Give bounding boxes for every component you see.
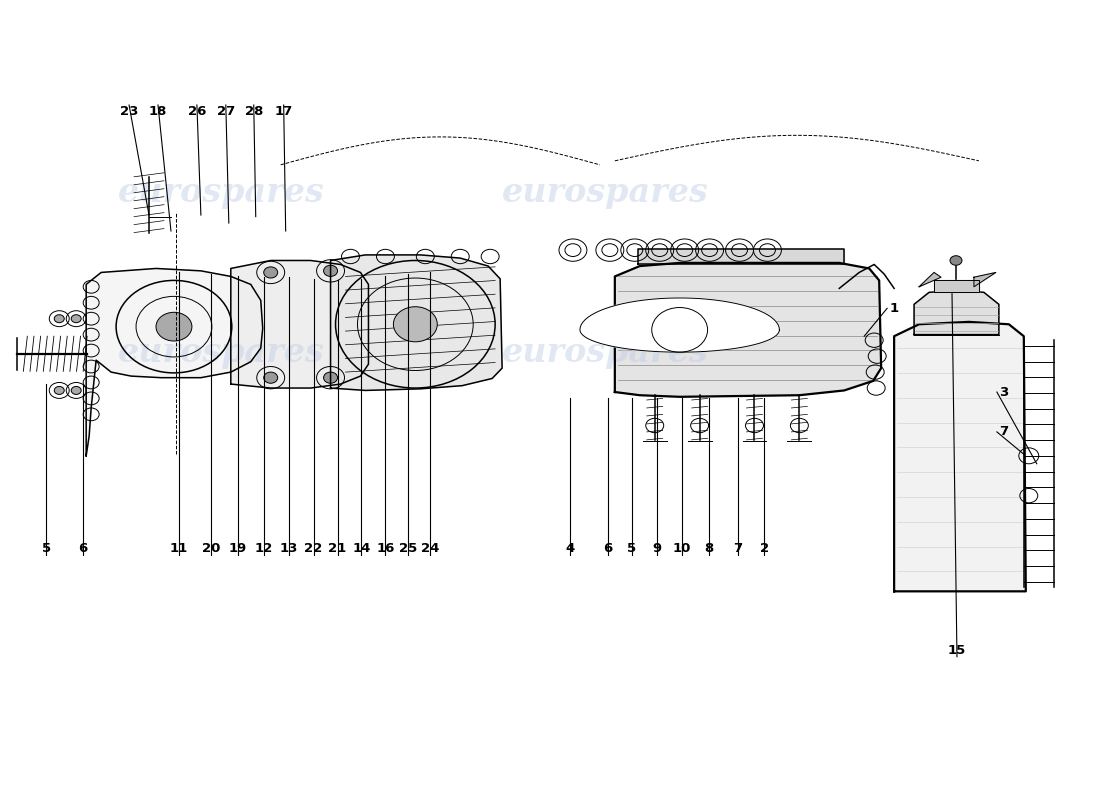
Text: eurospares: eurospares — [502, 336, 708, 369]
Text: 24: 24 — [421, 542, 440, 555]
Text: 25: 25 — [399, 542, 418, 555]
Circle shape — [950, 256, 962, 266]
Text: 19: 19 — [229, 542, 246, 555]
Text: 17: 17 — [275, 105, 293, 118]
Text: 22: 22 — [305, 542, 322, 555]
Polygon shape — [638, 249, 845, 265]
Text: 16: 16 — [376, 542, 395, 555]
Text: 2: 2 — [760, 542, 769, 555]
Text: 10: 10 — [672, 542, 691, 555]
Circle shape — [323, 266, 338, 277]
Circle shape — [54, 314, 64, 322]
Text: 3: 3 — [999, 386, 1008, 398]
Text: 7: 7 — [999, 426, 1008, 438]
Polygon shape — [914, 290, 999, 334]
Circle shape — [394, 306, 438, 342]
Text: 27: 27 — [217, 105, 235, 118]
Circle shape — [72, 386, 81, 394]
Text: 6: 6 — [603, 542, 613, 555]
Text: 7: 7 — [733, 542, 742, 555]
Text: eurospares: eurospares — [118, 336, 324, 369]
Text: 8: 8 — [704, 542, 713, 555]
Polygon shape — [580, 298, 780, 352]
Text: 18: 18 — [148, 105, 167, 118]
Text: 4: 4 — [565, 542, 574, 555]
Text: 13: 13 — [279, 542, 298, 555]
Text: 1: 1 — [889, 302, 899, 315]
Polygon shape — [974, 273, 996, 286]
Circle shape — [323, 372, 338, 383]
Text: 26: 26 — [188, 105, 206, 118]
Text: 21: 21 — [329, 542, 346, 555]
Text: eurospares: eurospares — [118, 176, 324, 210]
Text: 5: 5 — [42, 542, 51, 555]
Text: 11: 11 — [169, 542, 188, 555]
Text: 6: 6 — [78, 542, 88, 555]
Text: 12: 12 — [254, 542, 273, 555]
Text: 5: 5 — [627, 542, 637, 555]
Circle shape — [72, 314, 81, 322]
Text: 9: 9 — [652, 542, 661, 555]
Text: 14: 14 — [352, 542, 371, 555]
Text: 20: 20 — [201, 542, 220, 555]
Polygon shape — [86, 269, 263, 456]
Polygon shape — [331, 255, 502, 390]
Text: 28: 28 — [244, 105, 263, 118]
Polygon shape — [920, 273, 940, 286]
Polygon shape — [231, 261, 368, 388]
Polygon shape — [894, 322, 1026, 591]
Circle shape — [264, 372, 277, 383]
Polygon shape — [615, 263, 881, 397]
Circle shape — [264, 267, 277, 278]
Text: eurospares: eurospares — [502, 176, 708, 210]
Circle shape — [54, 386, 64, 394]
Text: 23: 23 — [120, 105, 139, 118]
Polygon shape — [934, 281, 979, 291]
Text: 15: 15 — [948, 644, 966, 657]
Circle shape — [156, 312, 191, 341]
